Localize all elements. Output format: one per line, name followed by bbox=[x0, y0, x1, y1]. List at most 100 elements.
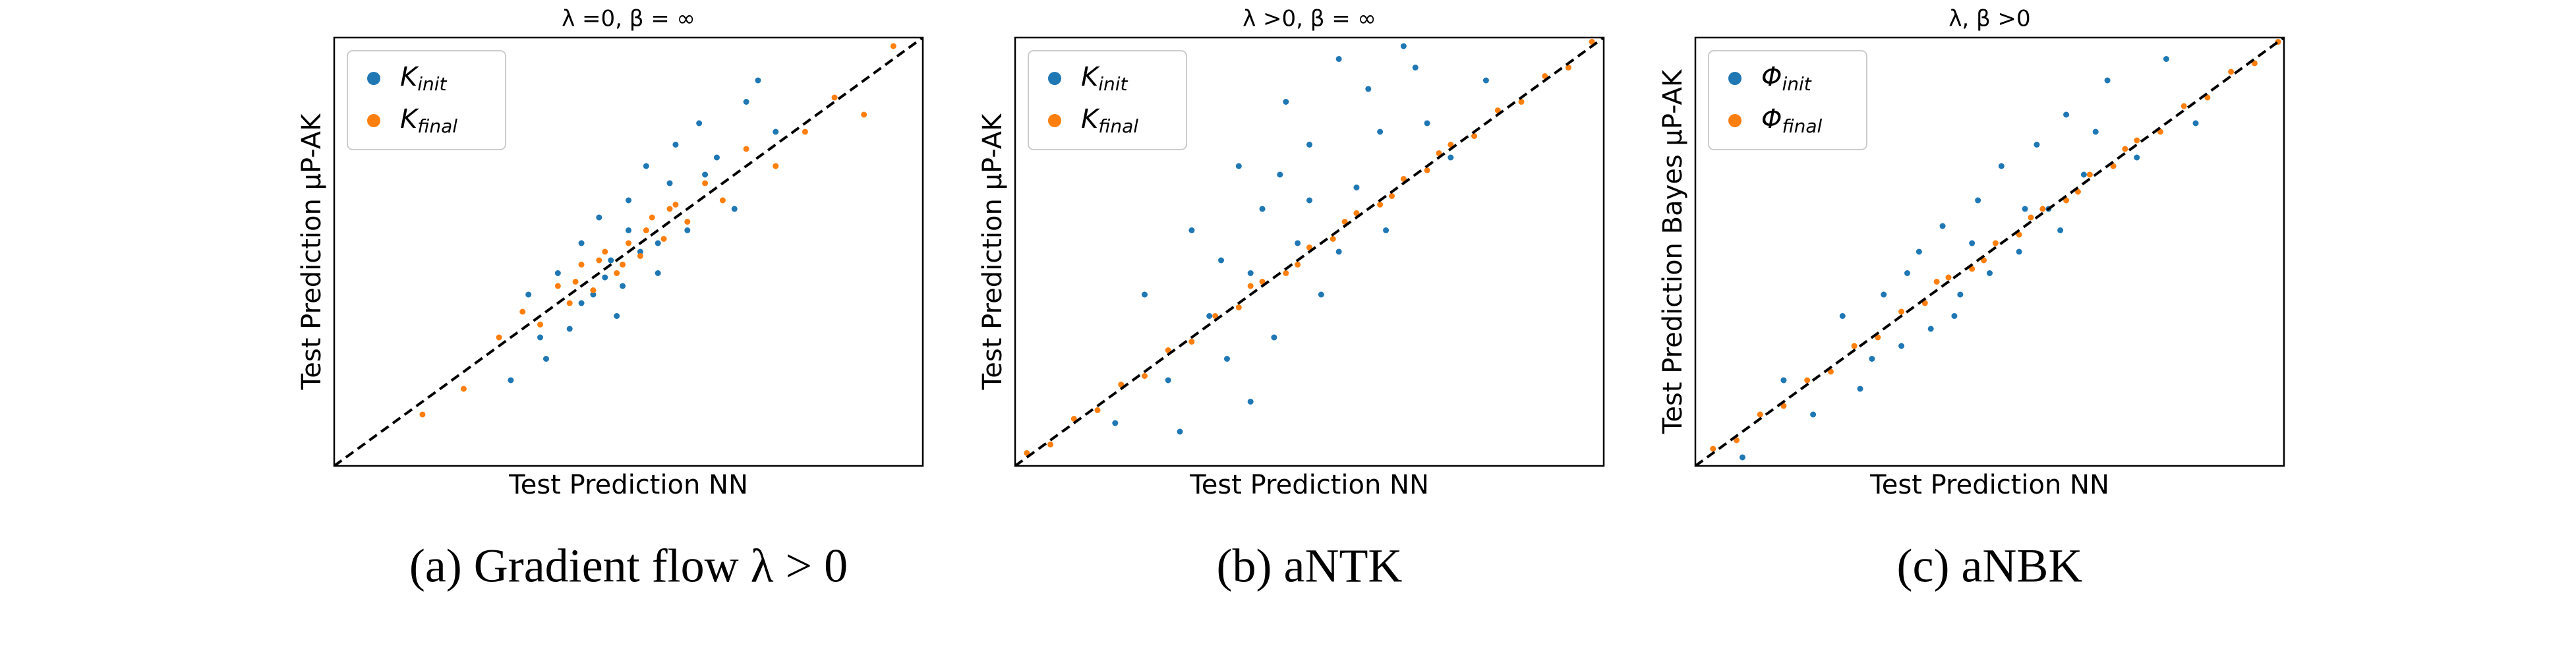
point bbox=[1377, 129, 1384, 135]
point bbox=[2074, 188, 2081, 195]
point bbox=[1383, 227, 1390, 233]
point bbox=[2086, 171, 2093, 178]
plot-area bbox=[334, 38, 923, 466]
x-axis-label: Test Prediction NN bbox=[508, 470, 748, 500]
point bbox=[590, 287, 597, 293]
point bbox=[672, 142, 679, 148]
point bbox=[614, 270, 620, 276]
point bbox=[1247, 399, 1254, 405]
point bbox=[2134, 154, 2140, 161]
point bbox=[1318, 291, 1324, 298]
legend-label: Kfinal bbox=[1081, 104, 1138, 137]
point bbox=[572, 279, 579, 285]
point bbox=[496, 334, 502, 341]
point bbox=[1335, 248, 1342, 255]
point bbox=[1283, 99, 1289, 105]
point bbox=[1047, 442, 1054, 447]
point bbox=[1542, 73, 1548, 79]
y-axis-label: Test Prediction μP-AK bbox=[978, 113, 1008, 391]
y-axis-label: Test Prediction μP-AK bbox=[297, 113, 327, 391]
point bbox=[666, 180, 673, 186]
point bbox=[702, 180, 709, 186]
legend-label: Φfinal bbox=[1761, 104, 1822, 137]
point bbox=[1335, 56, 1342, 62]
legend-box bbox=[347, 50, 506, 150]
y-axis-label: Test Prediction Bayes μP-AK bbox=[1658, 69, 1688, 434]
point bbox=[590, 291, 597, 298]
point bbox=[890, 43, 896, 49]
point bbox=[1494, 107, 1501, 113]
point bbox=[1810, 411, 1817, 418]
caption: (b) aNTK bbox=[1217, 540, 1403, 592]
point bbox=[1306, 244, 1312, 250]
point bbox=[831, 94, 838, 101]
point bbox=[1857, 386, 1863, 392]
point bbox=[1212, 313, 1219, 319]
chart-title: λ, β >0 bbox=[1948, 6, 2030, 32]
point bbox=[566, 300, 573, 306]
legend-marker bbox=[1048, 72, 1061, 85]
point bbox=[1565, 65, 1571, 71]
point bbox=[460, 386, 467, 392]
legend-marker bbox=[367, 114, 380, 127]
point bbox=[1898, 308, 1905, 315]
point bbox=[1247, 283, 1254, 289]
panel: λ =0, β = ∞ Test Prediction NN Test Predic… bbox=[297, 6, 924, 592]
point bbox=[1436, 150, 1442, 156]
point bbox=[1589, 39, 1595, 45]
point bbox=[620, 283, 626, 289]
point bbox=[2092, 129, 2099, 135]
point bbox=[684, 219, 691, 225]
point bbox=[1341, 219, 1348, 225]
point bbox=[1851, 343, 1858, 349]
point bbox=[2251, 60, 2258, 67]
point bbox=[596, 214, 602, 221]
point bbox=[1306, 142, 1312, 148]
point bbox=[755, 77, 761, 84]
point bbox=[1306, 197, 1312, 204]
point bbox=[1975, 197, 1981, 204]
point bbox=[1400, 176, 1407, 182]
point bbox=[2016, 248, 2022, 255]
plot-area bbox=[1695, 38, 2284, 466]
point bbox=[2034, 142, 2040, 148]
point bbox=[2204, 94, 2211, 101]
point bbox=[554, 270, 561, 276]
point bbox=[1951, 313, 1958, 319]
x-axis-label: Test Prediction NN bbox=[1189, 470, 1429, 500]
point bbox=[2110, 163, 2117, 169]
point bbox=[508, 377, 514, 384]
point bbox=[713, 154, 720, 161]
point bbox=[1482, 77, 1489, 84]
point bbox=[1927, 326, 1934, 332]
point bbox=[1223, 356, 1230, 362]
point bbox=[1424, 167, 1430, 173]
point bbox=[1235, 163, 1242, 169]
point bbox=[655, 240, 661, 246]
point bbox=[1024, 450, 1030, 456]
point bbox=[2057, 227, 2064, 233]
point bbox=[1875, 334, 1881, 341]
point bbox=[626, 227, 631, 233]
point bbox=[773, 163, 779, 169]
point bbox=[1188, 227, 1195, 233]
point bbox=[1757, 411, 1763, 418]
point bbox=[1804, 377, 1811, 384]
point bbox=[542, 356, 549, 362]
point bbox=[1141, 373, 1148, 379]
point bbox=[861, 111, 867, 118]
point bbox=[637, 253, 643, 259]
point bbox=[1365, 86, 1372, 92]
point bbox=[1916, 248, 1922, 255]
point bbox=[1295, 240, 1301, 246]
caption: (a) Gradient flow λ > 0 bbox=[409, 540, 848, 592]
point bbox=[2028, 214, 2034, 221]
point bbox=[660, 236, 667, 242]
axes-frame bbox=[1014, 36, 1605, 467]
point bbox=[419, 411, 426, 418]
point bbox=[2104, 77, 2111, 84]
point bbox=[1424, 120, 1430, 127]
chart-title: λ >0, β = ∞ bbox=[1243, 6, 1376, 32]
point bbox=[1165, 377, 1171, 384]
point bbox=[2063, 111, 2070, 118]
